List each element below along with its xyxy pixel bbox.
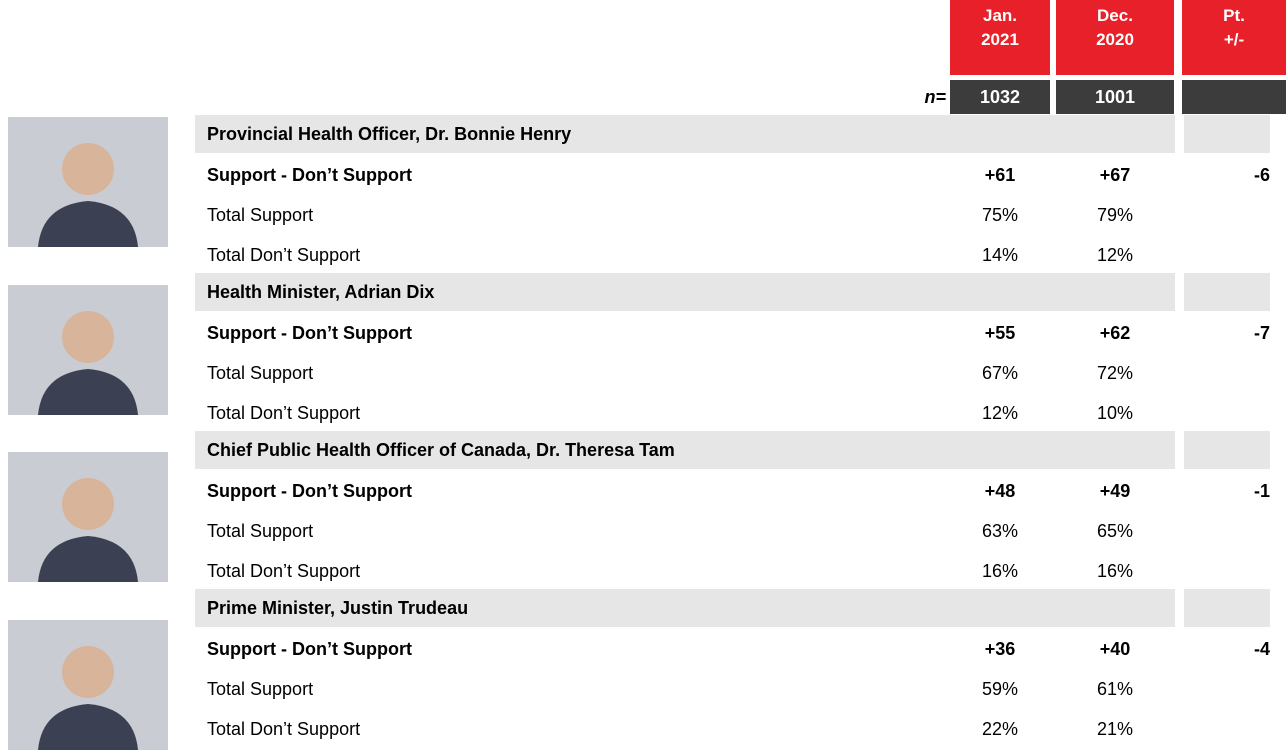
group-title: Health Minister, Adrian Dix [207,282,435,302]
cell-value: 21% [1096,719,1134,739]
group-title-bg [1184,273,1270,311]
cell-value: 63% [981,521,1019,541]
cell-value: 59% [981,679,1019,699]
group-title-bg [195,431,1175,469]
row-label: Total Don’t Support [207,245,361,265]
row-label: Support - Don’t Support [207,481,412,501]
group-title-bg [1184,115,1270,153]
header-line: +/- [1223,30,1245,49]
cell-value: 72% [1096,363,1134,383]
row-label: Support - Don’t Support [207,165,412,185]
header-line: Dec. [1097,6,1133,25]
cell-value: +61 [984,165,1016,185]
group-title-bg [195,115,1175,153]
photo [8,285,168,415]
cell-value: +36 [984,639,1016,659]
row-label: Total Don’t Support [207,719,361,739]
group-title-bg [1184,431,1270,469]
cell-value: 79% [1096,205,1134,225]
row-label: Support - Don’t Support [207,639,412,659]
cell-value: 16% [1096,561,1134,581]
cell-value: 67% [981,363,1019,383]
cell-value: 75% [981,205,1019,225]
cell-value: -6 [1253,165,1270,185]
cell-value: 12% [1096,245,1134,265]
row-label: Total Don’t Support [207,403,361,423]
group-title: Chief Public Health Officer of Canada, D… [207,440,675,460]
cell-value: +48 [984,481,1016,501]
cell-value: 12% [981,403,1019,423]
n-label: n= [924,87,946,107]
portrait [8,620,168,750]
cell-value: -1 [1253,481,1270,501]
photo [8,452,168,582]
n-cell: 1032 [950,80,1050,114]
cell-value: -4 [1253,639,1270,659]
cell-value: +55 [984,323,1016,343]
group-title-bg [1184,589,1270,627]
photo [8,117,168,247]
portrait [8,452,168,582]
row-label: Total Support [207,521,314,541]
portrait [8,117,168,247]
cell-value: +40 [1099,639,1131,659]
row-label: Total Support [207,205,314,225]
header-line: 2021 [981,30,1019,49]
row-label: Total Support [207,363,314,383]
column-header: Jan. 2021 [950,0,1050,75]
cell-value: +62 [1099,323,1131,343]
column-header: Dec. 2020 [1056,0,1174,75]
photo [8,620,168,750]
cell-value: 10% [1096,403,1134,423]
row-label: Total Support [207,679,314,699]
group-title-bg [195,589,1175,627]
column-header: Pt. +/- [1182,0,1286,75]
cell-value: 16% [981,561,1019,581]
n-cell [1182,80,1286,114]
header-line: 2020 [1096,30,1134,49]
cell-value: -7 [1253,323,1270,343]
cell-value: 61% [1096,679,1134,699]
portrait [8,285,168,415]
group-title: Prime Minister, Justin Trudeau [207,598,469,618]
group-title: Provincial Health Officer, Dr. Bonnie He… [207,124,572,144]
n-cell: 1001 [1056,80,1174,114]
header-line: Pt. [1223,6,1245,25]
cell-value: 22% [981,719,1019,739]
row-label: Support - Don’t Support [207,323,412,343]
cell-value: 65% [1096,521,1134,541]
cell-value: +49 [1099,481,1131,501]
group-title-bg [195,273,1175,311]
cell-value: 14% [981,245,1019,265]
row-label: Total Don’t Support [207,561,361,581]
cell-value: +67 [1099,165,1131,185]
header-line: Jan. [982,6,1018,25]
